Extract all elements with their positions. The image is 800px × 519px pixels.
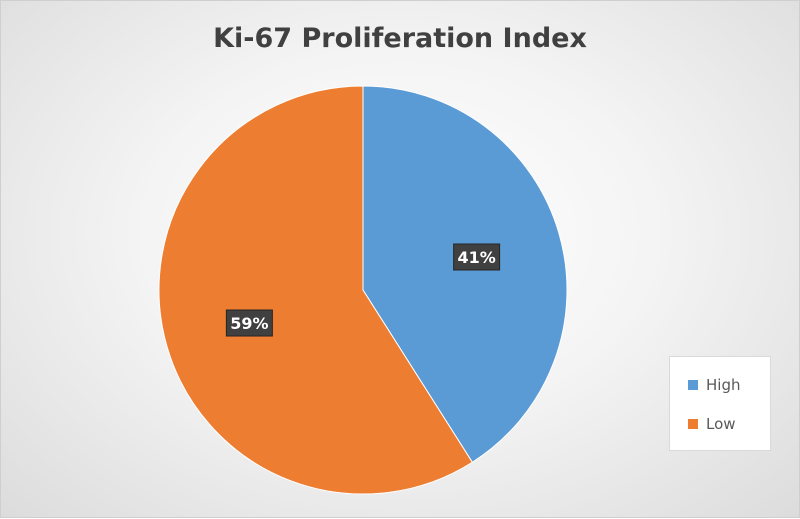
legend-label-high: High xyxy=(706,376,741,394)
pie-data-labels: 41% 59% xyxy=(225,243,501,337)
legend: High Low xyxy=(669,356,771,451)
legend-swatch-low xyxy=(688,419,698,429)
pie-slices xyxy=(158,85,568,495)
legend-item-high[interactable]: High xyxy=(688,374,770,396)
data-label-box xyxy=(453,243,501,271)
data-label-box xyxy=(225,309,273,337)
legend-swatch-high xyxy=(688,380,698,390)
chart-title: Ki-67 Proliferation Index xyxy=(213,23,587,54)
pie-slice-high[interactable] xyxy=(362,85,568,463)
data-label-text: 59% xyxy=(230,314,268,333)
data-label-text: 41% xyxy=(457,248,495,267)
data-label-low: 59% xyxy=(225,309,273,337)
legend-label-low: Low xyxy=(706,415,736,433)
data-label-high: 41% xyxy=(453,243,501,271)
legend-item-low[interactable]: Low xyxy=(688,413,770,435)
pie-slice-low[interactable] xyxy=(158,85,473,495)
